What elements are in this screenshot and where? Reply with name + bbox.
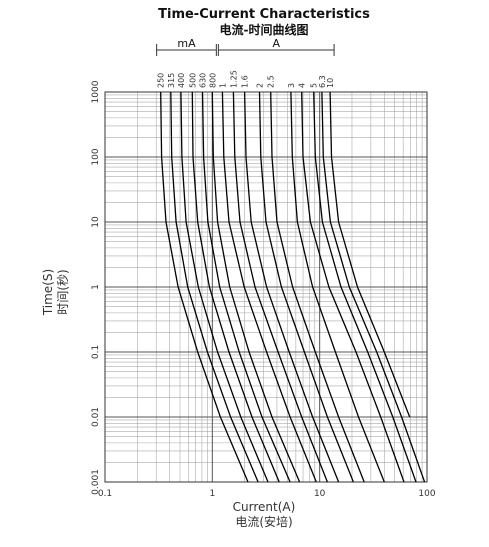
curve xyxy=(180,92,269,482)
curve-label: 1.6 xyxy=(241,75,250,88)
curve-label: 2 xyxy=(255,83,264,88)
curve xyxy=(211,92,301,482)
x-axis-label-sub: 电流(安培) xyxy=(235,514,292,529)
curve xyxy=(160,92,249,482)
curve-label: 1.25 xyxy=(229,70,238,88)
curve-label: 250 xyxy=(157,73,166,88)
curve xyxy=(301,92,405,482)
curve xyxy=(201,92,291,482)
y-tick-label: 100 xyxy=(91,148,101,165)
y-tick-label: 0.1 xyxy=(91,345,101,359)
curve-label: 500 xyxy=(188,73,197,88)
bracket-label: A xyxy=(272,37,280,50)
y-tick-label: 1 xyxy=(91,284,101,290)
x-tick-label: 100 xyxy=(418,489,435,499)
curve-label: 800 xyxy=(208,73,217,88)
curve-label: 4 xyxy=(298,83,307,88)
curve xyxy=(270,92,365,482)
curve xyxy=(170,92,259,482)
curve-label: 630 xyxy=(199,73,208,88)
y-tick-label: 10 xyxy=(91,216,101,228)
x-tick-label: 10 xyxy=(314,489,326,499)
curves xyxy=(160,92,426,482)
curve-label: 3 xyxy=(287,83,296,88)
y-axis-label: Time(S) xyxy=(41,269,55,316)
x-axis-label: Current(A) xyxy=(233,500,296,514)
chart-subtitle: 电流-时间曲线图 xyxy=(220,22,309,37)
y-tick-label: 1000 xyxy=(91,80,101,103)
curve xyxy=(243,92,340,482)
curve-label: 10 xyxy=(326,78,335,88)
curve xyxy=(290,92,385,482)
curve-label: 315 xyxy=(167,73,176,88)
curve xyxy=(191,92,280,482)
y-tick-label: 0.01 xyxy=(91,407,101,427)
curve-label: 5 xyxy=(310,83,319,88)
curve-label: 6.3 xyxy=(318,75,327,88)
bracket-label: mA xyxy=(177,37,196,50)
curve xyxy=(232,92,329,482)
y-axis-label-sub: 时间(秒) xyxy=(56,269,70,314)
curve-label: 1 xyxy=(218,83,227,88)
curve-label: 2.5 xyxy=(267,75,276,88)
curve xyxy=(329,92,411,418)
curve xyxy=(313,92,417,482)
curve xyxy=(221,92,317,482)
x-tick-label: 1 xyxy=(209,489,215,499)
chart-title: Time-Current Characteristics xyxy=(158,7,370,22)
curve-label: 400 xyxy=(177,73,186,88)
plot-frame xyxy=(104,91,428,483)
x-tick-label: 0.1 xyxy=(98,489,112,499)
curve xyxy=(321,92,426,482)
curve xyxy=(258,92,355,482)
y-tick-label: 0.001 xyxy=(91,469,101,495)
